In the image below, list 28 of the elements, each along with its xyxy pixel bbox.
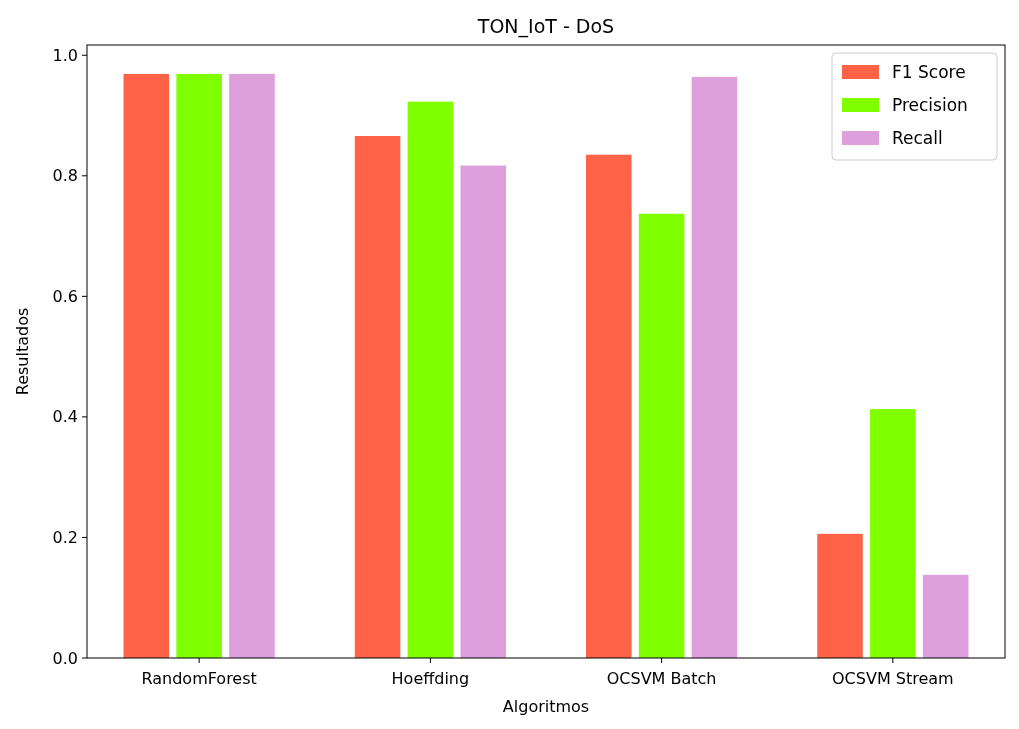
bar [229, 73, 275, 658]
bar [638, 213, 685, 658]
bar [123, 73, 170, 658]
x-tick-label: RandomForest [141, 669, 257, 688]
y-tick-label: 1.0 [52, 45, 78, 65]
x-tick-label: OCSVM Batch [606, 669, 717, 688]
bar [354, 136, 401, 658]
x-axis-title: Algoritmos [502, 697, 590, 716]
y-tick-label: 0.0 [52, 648, 78, 668]
bar [176, 73, 222, 658]
legend-label: F1 Score [892, 61, 966, 82]
legend-label: Precision [892, 94, 968, 115]
legend-label: Recall [892, 127, 943, 148]
y-axis-title: Resultados [13, 307, 32, 396]
y-tick-label: 0.6 [52, 286, 78, 306]
bar [817, 533, 863, 658]
x-tick-label: OCSVM Stream [832, 669, 954, 688]
y-tick-label: 0.2 [52, 528, 78, 548]
chart-title: TON_IoT - DoS [476, 15, 615, 38]
y-tick-label: 0.8 [52, 166, 78, 186]
bar [407, 101, 454, 658]
bar [691, 76, 738, 658]
bar [922, 574, 969, 658]
bar [870, 409, 916, 658]
y-tick-label: 0.4 [52, 407, 78, 427]
x-tick-label: Hoeffding [391, 669, 470, 688]
bar [460, 165, 506, 658]
bar [586, 154, 632, 658]
